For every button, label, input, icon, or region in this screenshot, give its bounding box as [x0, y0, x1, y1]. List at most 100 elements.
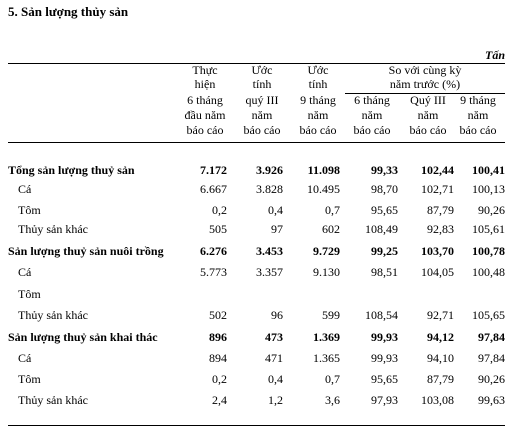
column-header: Ước — [251, 63, 273, 77]
column-header: tính — [308, 77, 328, 91]
cell: 87,79 — [427, 372, 454, 386]
column-header: hiện — [194, 77, 216, 91]
cell: 3.357 — [256, 265, 283, 279]
column-header: tính — [252, 77, 272, 91]
cell: 99,93 — [371, 351, 398, 365]
cell: 3.926 — [256, 163, 283, 177]
cell: 90,26 — [478, 203, 505, 217]
row-label: Sản lượng thuỷ sản nuôi trồng — [8, 244, 164, 258]
group-header: năm trước (%) — [389, 77, 461, 91]
cell: 896 — [209, 330, 227, 344]
cell: 1.365 — [313, 351, 340, 365]
row-label: Tổng sản lượng thuỷ sản — [8, 163, 135, 177]
cell: 87,79 — [427, 203, 454, 217]
cell: 105,61 — [472, 222, 505, 236]
column-header: Ước — [307, 63, 329, 77]
cell: 9.130 — [313, 265, 340, 279]
cell: 99,25 — [371, 244, 398, 258]
column-header: quý III — [245, 93, 279, 107]
row-label: Cá — [18, 265, 32, 279]
column-header: năm — [251, 108, 273, 122]
column-header: 9 tháng — [300, 93, 336, 107]
column-header: báo cáo — [353, 123, 391, 137]
cell: 6.276 — [200, 244, 227, 258]
cell: 0,2 — [212, 203, 227, 217]
column-header: báo cáo — [299, 123, 337, 137]
cell: 3.828 — [256, 182, 283, 196]
cell: 505 — [209, 222, 227, 236]
column-header: 9 tháng — [460, 93, 496, 107]
column-header: năm — [467, 108, 489, 122]
row-label: Thủy sản khác — [18, 308, 88, 322]
cell: 0,4 — [268, 203, 283, 217]
cell: 99,63 — [478, 393, 505, 407]
column-header: báo cáo — [186, 123, 224, 137]
cell: 471 — [265, 351, 283, 365]
title: 5. Sản lượng thủy sản — [8, 4, 129, 19]
cell: 3,6 — [325, 393, 340, 407]
cell: 103,70 — [421, 244, 454, 258]
cell: 602 — [322, 222, 340, 236]
cell: 11.098 — [307, 163, 340, 177]
cell: 96 — [271, 308, 283, 322]
cell: 98,70 — [371, 182, 398, 196]
cell: 100,78 — [472, 244, 505, 258]
cell: 99,93 — [371, 330, 398, 344]
column-header: báo cáo — [459, 123, 497, 137]
rule — [8, 425, 505, 426]
column-header: Quý III — [410, 93, 446, 107]
cell: 100,48 — [472, 265, 505, 279]
cell: 98,51 — [371, 265, 398, 279]
cell: 10.495 — [307, 182, 340, 196]
cell: 0,2 — [212, 372, 227, 386]
row-label: Cá — [18, 182, 32, 196]
column-header: năm — [417, 108, 439, 122]
cell: 100,13 — [472, 182, 505, 196]
cell: 502 — [209, 308, 227, 322]
unit: Tấn — [484, 48, 505, 62]
cell: 894 — [209, 351, 227, 365]
cell: 9.729 — [313, 244, 340, 258]
cell: 97,84 — [478, 351, 505, 365]
rule — [8, 142, 505, 143]
cell: 94,10 — [427, 351, 454, 365]
cell: 0,4 — [268, 372, 283, 386]
cell: 97,84 — [478, 330, 505, 344]
cell: 6.667 — [200, 182, 227, 196]
group-header: So với cùng kỳ — [388, 63, 462, 77]
cell: 5.773 — [200, 265, 227, 279]
column-header: 6 tháng — [354, 93, 390, 107]
cell: 0,7 — [325, 372, 340, 386]
cell: 599 — [322, 308, 340, 322]
column-header: đầu năm — [184, 108, 226, 122]
row-label: Thủy sản khác — [18, 393, 88, 407]
cell: 103,08 — [421, 393, 454, 407]
cell: 99,33 — [371, 163, 398, 177]
cell: 104,05 — [421, 265, 454, 279]
cell: 95,65 — [371, 372, 398, 386]
cell: 7.172 — [200, 163, 227, 177]
cell: 1,2 — [268, 393, 283, 407]
cell: 97,93 — [371, 393, 398, 407]
column-header: năm — [307, 108, 329, 122]
cell: 1.369 — [313, 330, 340, 344]
cell: 105,65 — [472, 308, 505, 322]
cell: 3.453 — [256, 244, 283, 258]
cell: 92,71 — [427, 308, 454, 322]
row-label: Tôm — [18, 203, 41, 217]
row-label: Thủy sản khác — [18, 222, 88, 236]
column-header: báo cáo — [243, 123, 281, 137]
cell: 92,83 — [427, 222, 454, 236]
column-header: Thực — [192, 63, 218, 77]
rule — [8, 63, 505, 64]
row-label: Cá — [18, 351, 32, 365]
cell: 473 — [265, 330, 283, 344]
group-rule — [345, 93, 505, 94]
row-label: Tôm — [18, 287, 41, 301]
cell: 108,54 — [365, 308, 398, 322]
cell: 95,65 — [371, 203, 398, 217]
cell: 97 — [271, 222, 283, 236]
row-label: Sản lượng thuỷ sản khai thác — [8, 330, 158, 344]
column-header: báo cáo — [409, 123, 447, 137]
cell: 108,49 — [365, 222, 398, 236]
